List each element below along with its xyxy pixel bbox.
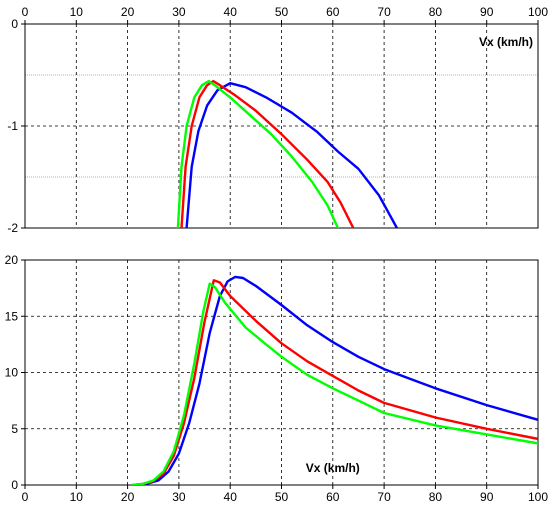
x-tick-label: 10	[70, 490, 84, 504]
y-tick-label: 10	[5, 366, 19, 380]
y-tick-label: -2	[7, 221, 18, 235]
x-tick-label: 90	[480, 490, 494, 504]
y-tick-label: 0	[11, 478, 18, 492]
x-tick-label: 10	[70, 5, 84, 19]
series-line-3	[176, 79, 340, 228]
x-tick-label: 70	[377, 5, 391, 19]
x-tick-label: 50	[275, 5, 289, 19]
x-tick-label: 100	[528, 490, 548, 504]
x-tick-label: 90	[480, 5, 494, 19]
x-tick-label: 20	[121, 5, 135, 19]
x-tick-label: 40	[224, 490, 238, 504]
series-line-1	[185, 82, 399, 228]
x-tick-label: 80	[429, 490, 443, 504]
x-tick-label: 60	[326, 5, 340, 19]
y-tick-label: 0	[11, 17, 18, 31]
y-tick-label: 20	[5, 253, 19, 267]
x-axis-label: Vx (km/h)	[479, 35, 533, 49]
x-axis-label: Vx (km/h)	[306, 461, 360, 475]
series-line-1	[134, 275, 538, 485]
y-tick-label: 15	[5, 309, 19, 323]
x-tick-label: 80	[429, 5, 443, 19]
chart-1: 0 10 20 30 40 50 60 70 80 90 100 0 -1 -2 Vx (km/h)	[7, 5, 548, 235]
x-tick-label: 100	[528, 5, 548, 19]
x-tick-label: 70	[377, 490, 391, 504]
x-tick-label: 50	[275, 490, 289, 504]
x-tick-label: 40	[224, 5, 238, 19]
x-tick-label: 30	[172, 490, 186, 504]
x-tick-label: 0	[22, 5, 29, 19]
x-tick-label: 0	[22, 490, 29, 504]
chart-2: 0 10 20 30 40 50 60 70 80 90 100 0 5 10 15 20 Vx (km/h)	[5, 253, 549, 504]
series-line-2	[131, 279, 538, 485]
series-line-2	[180, 79, 355, 228]
series-line-3	[131, 282, 538, 485]
x-tick-label: 60	[326, 490, 340, 504]
y-tick-label: 5	[11, 422, 18, 436]
plot-area	[25, 260, 538, 485]
y-tick-label: -1	[7, 119, 18, 133]
x-tick-label: 20	[121, 490, 135, 504]
x-tick-label: 30	[172, 5, 186, 19]
